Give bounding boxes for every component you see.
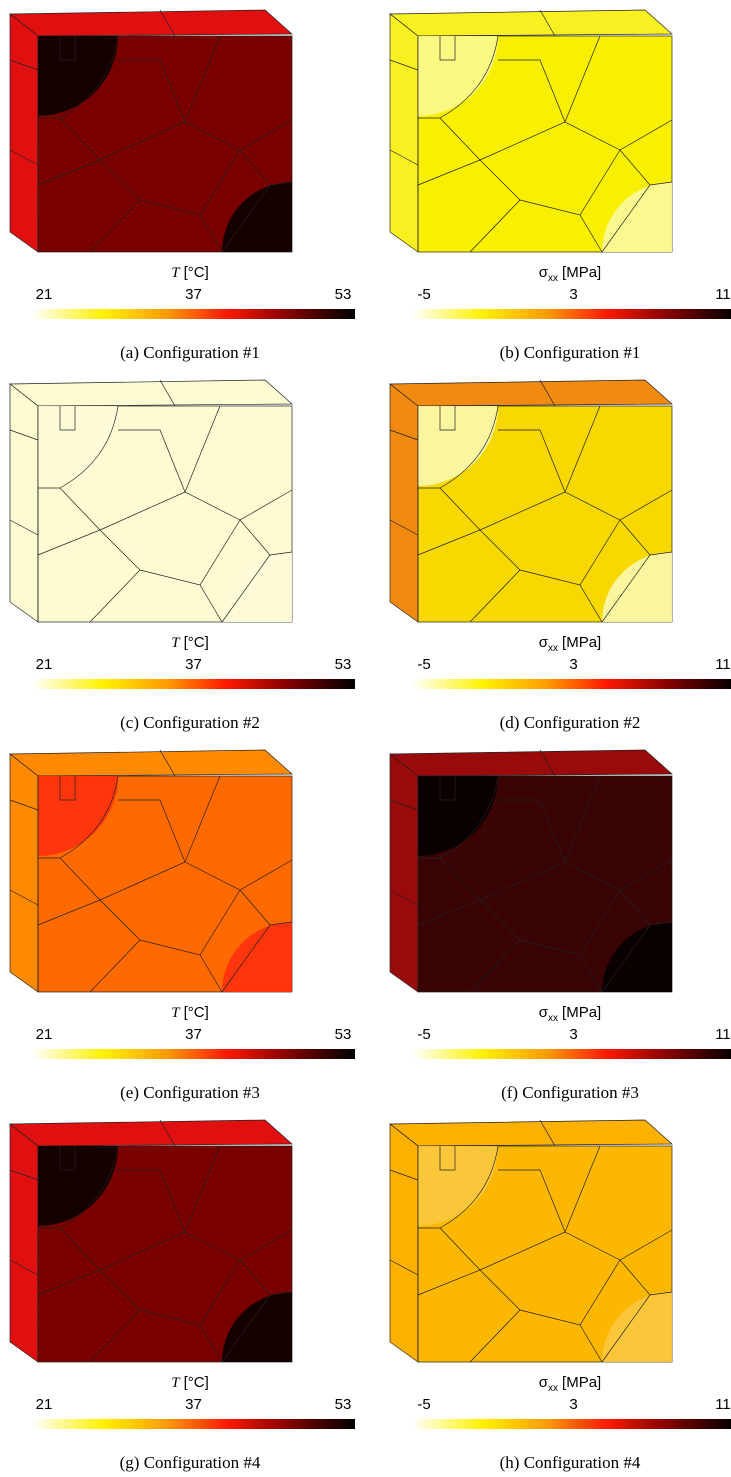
tick-label: 21 [36, 1396, 53, 1413]
figure: T[°C]213753(a) Configuration #1σxx[MPa]-… [0, 0, 731, 1477]
tick-label: 3 [569, 1026, 577, 1043]
caption: (a) Configuration #1 [120, 343, 260, 362]
box-side [390, 384, 418, 622]
subscript: xx [548, 1013, 558, 1024]
tick-label: -5 [417, 656, 430, 673]
caption: (g) Configuration #4 [120, 1453, 261, 1472]
colorbar [412, 679, 731, 689]
tick-label: -5 [417, 286, 430, 303]
tick-label: -5 [417, 1026, 430, 1043]
box-side [390, 1124, 418, 1362]
colorbar [32, 1419, 355, 1429]
unit: [MPa] [562, 1374, 601, 1391]
colorbar [32, 1049, 355, 1059]
colorbar [412, 309, 731, 319]
tick-label: 53 [335, 1026, 352, 1043]
caption: (b) Configuration #1 [500, 343, 641, 362]
colorbar-label: σxx[MPa] [539, 1004, 601, 1024]
colorbar-label: T[°C] [171, 1374, 209, 1391]
tick-label: 3 [569, 1396, 577, 1413]
tick-label: 53 [335, 286, 352, 303]
box-side [390, 754, 418, 992]
box-side [10, 754, 38, 992]
colorbar [412, 1049, 731, 1059]
tick-label: 37 [185, 286, 202, 303]
colorbar [32, 679, 355, 689]
colorbar-label: σxx[MPa] [539, 634, 601, 654]
box-top [390, 750, 672, 776]
unit: [MPa] [562, 264, 601, 281]
box-side [390, 14, 418, 252]
colorbar [412, 1419, 731, 1429]
tick-label: 53 [335, 1396, 352, 1413]
tick-label: 11 [715, 1396, 731, 1413]
panel: T[°C] 21 37 53 (c) Configuration #2 [10, 380, 355, 732]
box-top [390, 10, 672, 36]
subscript: xx [548, 1383, 558, 1394]
box-top [390, 1120, 672, 1146]
unit: [°C] [184, 264, 209, 281]
tick-label: 11 [715, 1026, 731, 1043]
tick-label: 3 [569, 286, 577, 303]
subscript: xx [548, 273, 558, 284]
tick-label: -5 [417, 1396, 430, 1413]
box-top [10, 1120, 292, 1146]
unit: [°C] [184, 1004, 209, 1021]
panel: T[°C] 21 37 53 (g) Configuration #4 [10, 1120, 355, 1472]
caption: (h) Configuration #4 [500, 1453, 641, 1472]
box-top [10, 380, 292, 406]
symbol: T [171, 1005, 181, 1021]
box-side [10, 14, 38, 252]
tick-label: 21 [36, 1026, 53, 1043]
colorbar-label: T[°C] [171, 1004, 209, 1021]
tick-label: 3 [569, 656, 577, 673]
unit: [°C] [184, 634, 209, 651]
symbol: T [171, 635, 181, 651]
colorbar-label: σxx[MPa] [539, 264, 601, 284]
colorbar-label: T[°C] [171, 634, 209, 651]
unit: [MPa] [562, 1004, 601, 1021]
tick-label: 37 [185, 1026, 202, 1043]
box-top [10, 10, 292, 36]
box-top [10, 750, 292, 776]
box-top [390, 380, 672, 406]
caption: (e) Configuration #3 [120, 1083, 260, 1102]
caption: (c) Configuration #2 [120, 713, 260, 732]
tick-label: 37 [185, 656, 202, 673]
box-side [10, 1124, 38, 1362]
tick-label: 11 [715, 286, 731, 303]
tick-label: 21 [36, 656, 53, 673]
unit: [°C] [184, 1374, 209, 1391]
colorbar [32, 309, 355, 319]
colorbar-label: T[°C] [171, 264, 209, 281]
tick-label: 11 [715, 656, 731, 673]
symbol: T [171, 1375, 181, 1391]
colorbar-label: σxx[MPa] [539, 1374, 601, 1394]
tick-label: 37 [185, 1396, 202, 1413]
panel: T[°C] 21 37 53 (e) Configuration #3 [10, 750, 355, 1102]
caption: (d) Configuration #2 [500, 713, 641, 732]
tick-label: 53 [335, 656, 352, 673]
caption: (f) Configuration #3 [501, 1083, 639, 1102]
unit: [MPa] [562, 634, 601, 651]
box-side [10, 384, 38, 622]
symbol: T [171, 265, 181, 281]
subscript: xx [548, 643, 558, 654]
tick-label: 21 [36, 286, 53, 303]
panel: T[°C] 21 37 53 (a) Configuration #1 [10, 10, 355, 362]
